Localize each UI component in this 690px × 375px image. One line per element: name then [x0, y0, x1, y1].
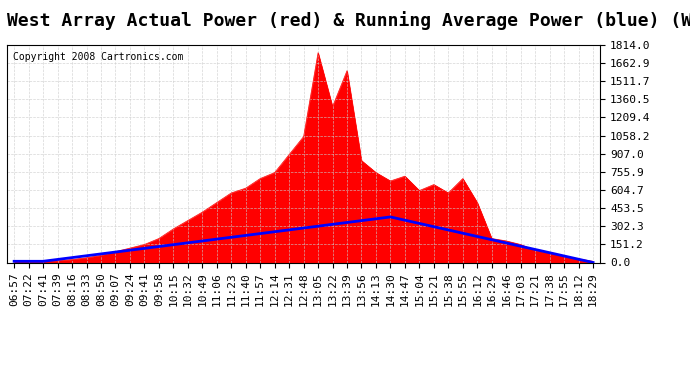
Text: Copyright 2008 Cartronics.com: Copyright 2008 Cartronics.com: [13, 51, 184, 62]
Text: West Array Actual Power (red) & Running Average Power (blue) (Watts) Sat Sep 13 : West Array Actual Power (red) & Running …: [7, 11, 690, 30]
